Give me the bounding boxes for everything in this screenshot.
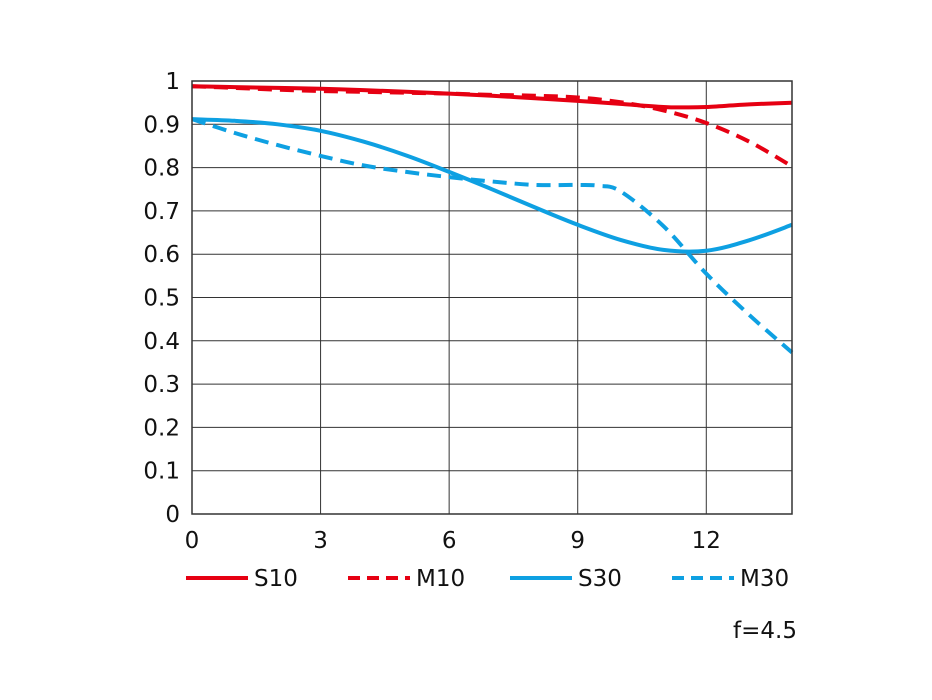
y-tick-label: 0.7 — [143, 199, 180, 225]
y-tick-label: 0.3 — [143, 372, 180, 398]
x-tick-labels: 0 3 6 9 12 — [185, 528, 721, 554]
x-tick-label: 3 — [313, 528, 328, 554]
x-tick-label: 9 — [570, 528, 585, 554]
aperture-annotation: f=4.5 — [733, 618, 797, 644]
y-tick-label: 0.2 — [143, 415, 180, 441]
y-tick-label: 0.4 — [143, 329, 180, 355]
y-tick-label: 0.9 — [143, 112, 180, 138]
y-tick-label: 0.5 — [143, 286, 180, 312]
legend-label-s30: S30 — [578, 566, 622, 592]
y-tick-label: 0.6 — [143, 242, 180, 268]
plot-frame — [191, 80, 793, 515]
y-tick-labels: 0 0.1 0.2 0.3 0.4 0.5 0.6 0.7 0.8 0.9 1 — [143, 69, 180, 528]
series-line-m30 — [191, 117, 794, 354]
y-tick-label: 1 — [165, 69, 180, 95]
series-lines — [191, 84, 794, 354]
series-line-m10 — [191, 84, 794, 169]
y-tick-label: 0.8 — [143, 156, 180, 182]
legend: S10 M10 S30 M30 — [186, 566, 789, 592]
y-tick-label: 0.1 — [143, 459, 180, 485]
legend-label-m10: M10 — [416, 566, 465, 592]
x-tick-label: 12 — [692, 528, 721, 554]
x-tick-label: 6 — [442, 528, 457, 554]
x-tick-label: 0 — [185, 528, 200, 554]
legend-label-s10: S10 — [254, 566, 298, 592]
series-line-s30 — [191, 117, 793, 254]
y-tick-label: 0 — [165, 502, 180, 528]
legend-label-m30: M30 — [740, 566, 789, 592]
